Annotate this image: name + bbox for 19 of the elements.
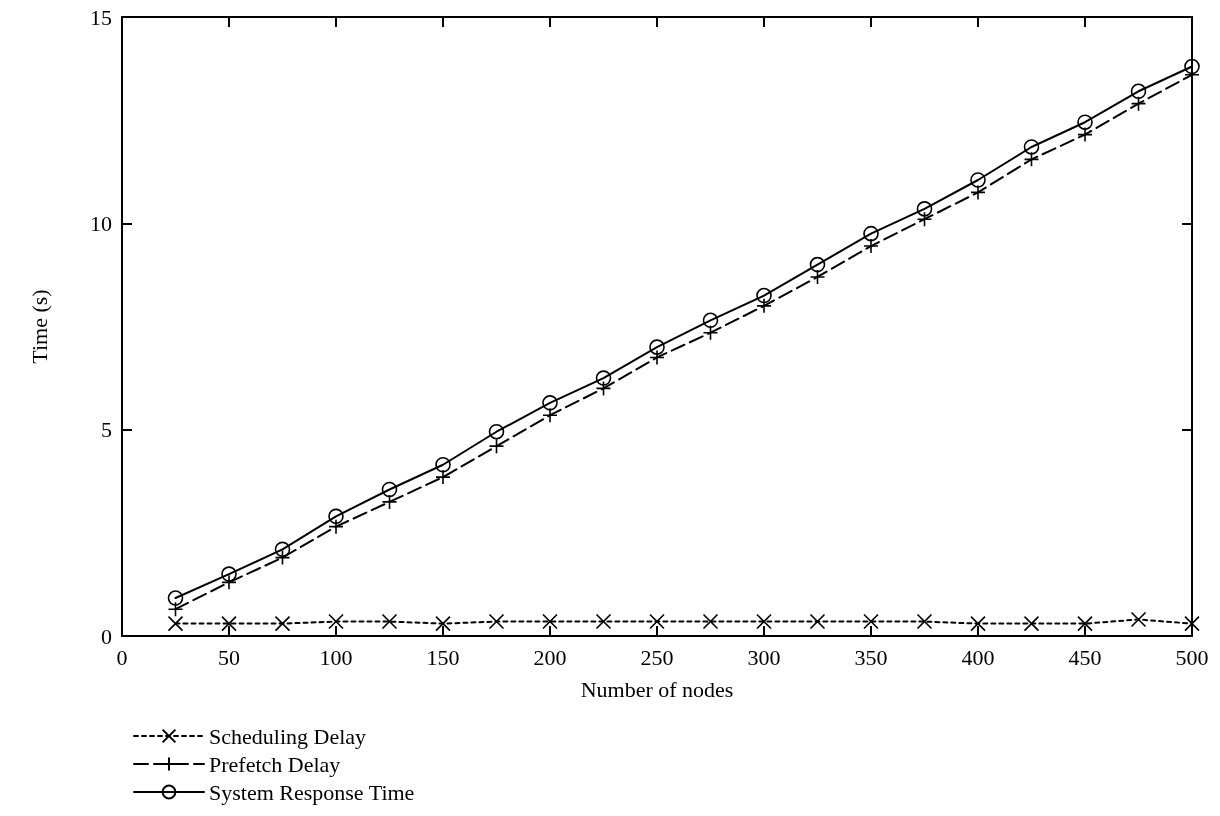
x-tick-label: 250 <box>640 644 674 670</box>
x-tick-label: 450 <box>1068 644 1102 670</box>
y-axis-title: Time (s) <box>26 289 52 364</box>
x-tick-label: 300 <box>747 644 781 670</box>
legend-label: Scheduling Delay <box>209 723 367 749</box>
x-tick-label: 500 <box>1175 644 1209 670</box>
legend-label: Prefetch Delay <box>209 751 341 777</box>
x-axis-title: Number of nodes <box>580 676 734 702</box>
x-tick-label: 400 <box>961 644 995 670</box>
y-tick-label: 5 <box>101 417 112 443</box>
y-tick-label: 0 <box>101 623 112 649</box>
x-tick-label: 150 <box>426 644 460 670</box>
y-tick-label: 15 <box>90 4 112 30</box>
x-tick-label: 100 <box>319 644 353 670</box>
y-tick-label: 10 <box>90 210 112 236</box>
x-tick-label: 50 <box>218 644 240 670</box>
legend-label: System Response Time <box>209 779 415 805</box>
x-tick-label: 200 <box>533 644 567 670</box>
x-tick-label: 350 <box>854 644 888 670</box>
